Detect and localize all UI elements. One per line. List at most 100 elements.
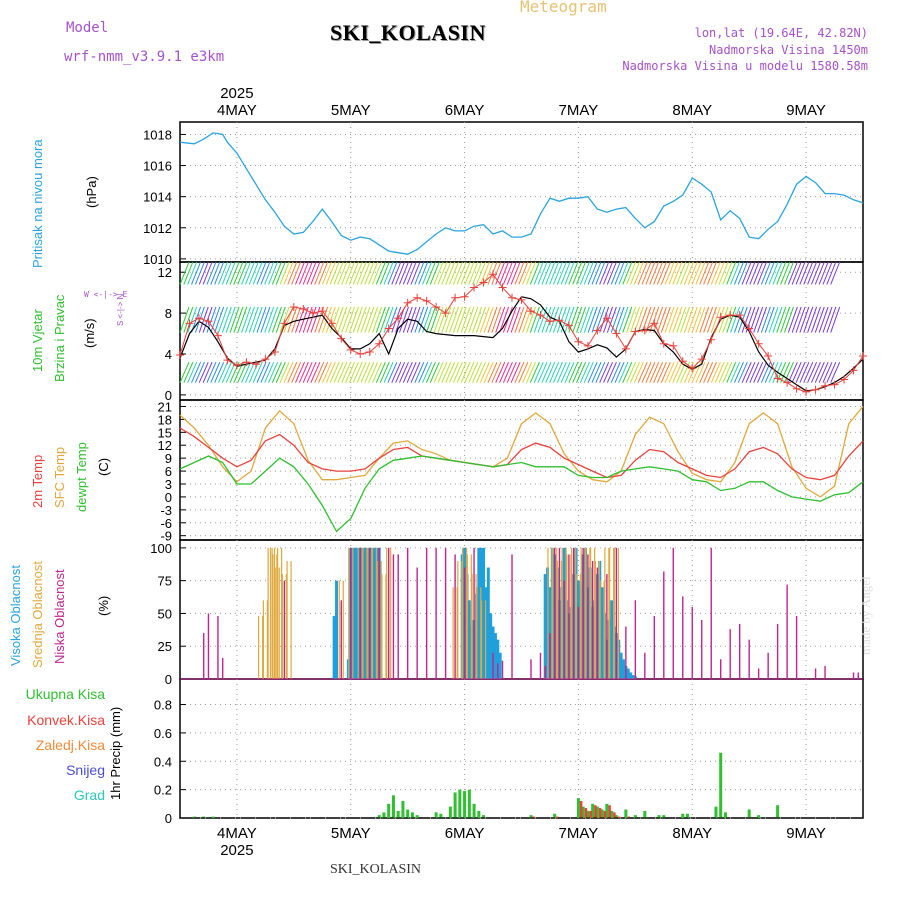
temperature-ytick-label: -6 xyxy=(160,516,172,531)
wind-direction-hatch-low xyxy=(295,361,305,383)
precip-total-bar xyxy=(434,812,438,818)
wind-direction-hatch-mid xyxy=(637,306,648,333)
wind-direction-hatch-mid xyxy=(683,306,694,333)
wind-gust-marker xyxy=(251,360,260,369)
wind-direction-hatch-top xyxy=(541,261,552,285)
precip-total-bar xyxy=(553,813,557,818)
precip-convective-bar xyxy=(617,816,621,818)
wind-direction-hatch-mid xyxy=(656,306,667,333)
wind-direction-hatch-top xyxy=(368,261,379,285)
wind-direction-hatch-mid xyxy=(491,306,502,333)
wind-direction-hatch-top xyxy=(264,261,275,285)
cloud-high-bar xyxy=(621,659,625,679)
wind-direction-hatch-top xyxy=(271,261,282,285)
temperature-ytick-label: 3 xyxy=(165,477,172,492)
wind-direction-hatch-mid xyxy=(703,306,714,333)
wind-direction-hatch-top xyxy=(691,261,702,285)
precip-total-bar xyxy=(387,803,391,818)
precip-total-bar xyxy=(662,815,666,818)
wind-direction-hatch-low xyxy=(583,361,594,383)
wind-direction-hatch-low xyxy=(395,361,406,383)
wind-direction-hatch-mid xyxy=(306,306,317,333)
cloud-mid-bar xyxy=(386,547,392,679)
wind-direction-hatch-low xyxy=(252,361,263,383)
wind-direction-hatch-top xyxy=(645,261,656,285)
precip-total-bar xyxy=(605,803,609,818)
wind-direction-hatch-low xyxy=(221,361,232,383)
wind-direction-hatch-top xyxy=(329,261,340,285)
wind-direction-hatch-mid xyxy=(687,306,698,333)
wind-direction-hatch-mid xyxy=(606,306,617,333)
precip-total-bar xyxy=(757,815,761,818)
wind-direction-hatch-mid xyxy=(341,306,352,333)
wind-direction-hatch-mid xyxy=(757,306,768,333)
wind-gust-marker xyxy=(536,311,545,320)
precip-total-bar xyxy=(657,815,661,818)
wind-direction-hatch-top xyxy=(372,261,382,285)
wind-direction-hatch-low xyxy=(749,361,760,383)
wind-direction-hatch-top xyxy=(753,261,764,285)
wind-direction-hatch-low xyxy=(757,361,767,383)
compass-label: W <-|-> E xyxy=(84,290,128,299)
wind-direction-hatch-low xyxy=(514,361,525,383)
wind-direction-hatch-low xyxy=(476,361,486,383)
bottom-day-label: 9MAY xyxy=(786,825,826,842)
wind-direction-hatch-low xyxy=(818,361,829,383)
wind-direction-hatch-mid xyxy=(768,306,779,333)
wind-direction-hatch-top xyxy=(445,261,456,285)
wind-gust-marker xyxy=(394,314,403,323)
cloud-mid-bar xyxy=(371,547,378,679)
wind-direction-hatch-low xyxy=(641,361,652,383)
pressure-ytick-label: 1018 xyxy=(143,127,172,142)
wind-direction-hatch-mid xyxy=(760,306,771,333)
cloud-mid-bar xyxy=(466,554,472,679)
wind-ytick-label: 8 xyxy=(165,306,172,321)
wind-direction-hatch-top xyxy=(579,261,590,285)
wind-direction-hatch-top xyxy=(799,261,810,285)
wind-gust-marker xyxy=(365,347,374,356)
cloud-high-bar xyxy=(493,633,497,679)
wind-gust-marker xyxy=(479,278,488,287)
wind-direction-hatch-top xyxy=(314,261,325,285)
wind-direction-hatch-low xyxy=(737,361,748,383)
wind-direction-hatch-top xyxy=(807,261,818,285)
wind-direction-hatch-top xyxy=(583,261,594,285)
precip-convective-bar xyxy=(589,810,592,818)
wind-direction-hatch-low xyxy=(418,361,429,383)
wind-direction-hatch-top xyxy=(830,261,841,285)
cloud-mid-bar xyxy=(338,580,344,679)
wind-direction-hatch-low xyxy=(275,361,286,383)
wind-direction-hatch-top xyxy=(606,261,617,285)
precip-total-bar xyxy=(681,813,685,818)
wind-gust-marker xyxy=(498,283,507,292)
wind-direction-hatch-top xyxy=(248,261,259,285)
wind-gust-marker xyxy=(773,374,782,383)
wind-direction-hatch-top xyxy=(310,261,321,285)
cloud-mid-bar xyxy=(381,574,387,679)
wind-direction-hatch-low xyxy=(456,361,467,383)
wind-direction-hatch-mid xyxy=(733,306,744,333)
wind-gust-marker xyxy=(716,313,725,322)
wind-direction-hatch-low xyxy=(429,361,440,383)
wind-direction-hatch-low xyxy=(529,361,540,383)
cloud-mid-bar xyxy=(552,547,558,679)
elevation-label: Nadmorska Visina 1450m xyxy=(709,43,868,57)
wind-direction-hatch-mid xyxy=(248,306,259,333)
wind-direction-hatch-mid xyxy=(202,306,213,333)
precip-total-bar xyxy=(439,813,443,818)
wind-gust-marker xyxy=(650,319,659,328)
wind-direction-hatch-mid xyxy=(275,306,286,333)
top-day-label: 9MAY xyxy=(786,102,826,119)
wind-direction-hatch-mid xyxy=(618,306,629,333)
cloud-mid-bar xyxy=(461,547,468,679)
wind-direction-hatch-mid xyxy=(818,306,829,333)
wind-direction-hatch-mid xyxy=(479,306,490,333)
wind-direction-hatch-low xyxy=(645,361,656,383)
wind-direction-hatch-low xyxy=(730,361,741,383)
wind-direction-hatch-top xyxy=(556,261,567,285)
precip-total-bar xyxy=(477,810,481,818)
temperature-ytick-label: 0 xyxy=(165,490,172,505)
wind-direction-hatch-mid xyxy=(614,306,625,333)
wind-direction-hatch-low xyxy=(653,361,664,383)
wind-gust-marker xyxy=(545,317,554,326)
